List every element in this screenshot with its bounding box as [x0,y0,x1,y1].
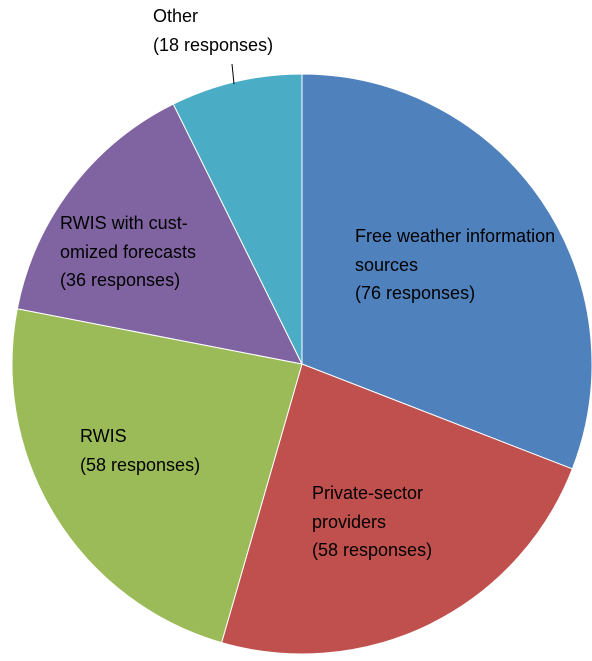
label-box: Other (18 responses) [153,2,313,59]
leader-line [231,63,235,85]
label-box: Private-sector providers (58 responses) [312,479,477,565]
label-box: Free weather information sources (76 resp… [355,222,570,308]
pie-slice [301,73,592,470]
value-label: (76 responses) [355,283,476,303]
category-label: RWIS [80,426,127,446]
value-label: (36 responses) [60,270,181,290]
pie [11,73,592,655]
category-label: Other [153,6,199,26]
value-label: (58 responses) [312,540,433,560]
label-box: RWIS (58 responses) [80,422,250,479]
value-label: (18 responses) [153,34,274,55]
category-label: RWIS with cust-omized forecasts [60,213,197,262]
pie-slice [11,308,303,644]
pie-slice [220,363,573,655]
category-label: Free weather information sources [355,226,556,275]
pie-slice [172,73,303,365]
category-label: Private-sector providers [312,483,424,532]
label-box: RWIS with cust-omized forecasts (36 respo… [60,209,228,295]
slice-label: Private-sector providers (58 responses) [312,479,477,565]
slice-label: RWIS with cust-omized forecasts (36 respo… [60,209,228,295]
slice-label: RWIS (58 responses) [80,422,250,479]
slice-label: Free weather information sources (76 resp… [355,222,570,308]
value-label: (58 responses) [80,454,201,475]
slice-label: Other (18 responses) [153,2,313,59]
pie-slice [16,103,303,365]
